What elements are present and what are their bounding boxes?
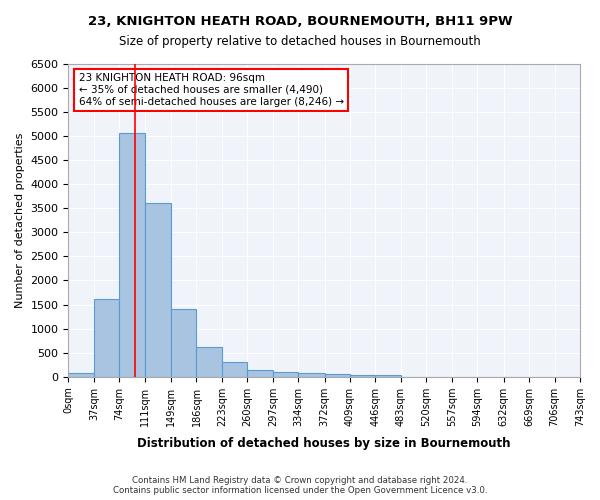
Text: Size of property relative to detached houses in Bournemouth: Size of property relative to detached ho…: [119, 35, 481, 48]
Text: Contains HM Land Registry data © Crown copyright and database right 2024.
Contai: Contains HM Land Registry data © Crown c…: [113, 476, 487, 495]
Bar: [119, 132, 145, 376]
Bar: [298, 374, 325, 376]
X-axis label: Distribution of detached houses by size in Bournemouth: Distribution of detached houses by size …: [137, 437, 511, 450]
Text: 23 KNIGHTON HEATH ROAD: 96sqm
← 35% of detached houses are smaller (4,490)
64% o: 23 KNIGHTON HEATH ROAD: 96sqm ← 35% of d…: [79, 74, 344, 106]
Bar: [196, 346, 222, 376]
Bar: [273, 372, 298, 376]
Bar: [376, 374, 401, 376]
Bar: [247, 370, 273, 376]
Y-axis label: Number of detached properties: Number of detached properties: [15, 132, 25, 308]
Bar: [171, 310, 196, 376]
Bar: [350, 374, 376, 376]
Text: 23, KNIGHTON HEATH ROAD, BOURNEMOUTH, BH11 9PW: 23, KNIGHTON HEATH ROAD, BOURNEMOUTH, BH…: [88, 15, 512, 28]
Bar: [222, 362, 247, 376]
Bar: [94, 298, 119, 376]
Bar: [145, 204, 171, 376]
Bar: [68, 373, 94, 376]
Bar: [325, 374, 350, 376]
